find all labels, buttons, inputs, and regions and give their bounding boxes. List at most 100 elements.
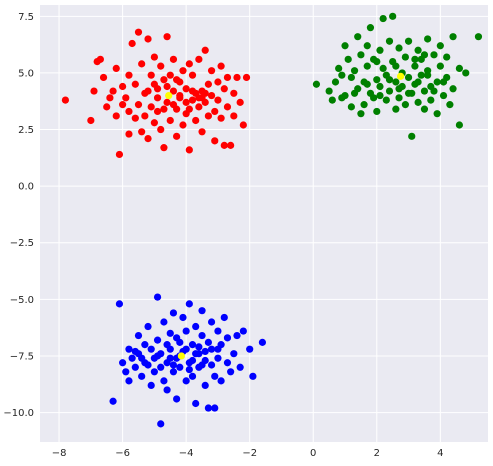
data-point-blue [185,365,193,374]
data-point-blue [150,368,158,376]
data-point-red [230,89,238,97]
data-point-green [455,64,464,72]
data-point-green [436,62,444,70]
data-point-red [227,141,235,149]
y-axis-ticks: 7.5 5.0 2.5 0.0 −2.5 −5.0 −7.5 −10.0 [3,12,34,419]
data-point-green [455,121,464,129]
data-point-blue [141,341,149,349]
data-point-green [373,107,381,116]
data-point-red [115,150,124,159]
data-point-green [347,73,355,82]
data-point-red [138,60,146,68]
data-point-red [185,146,193,154]
data-point-blue [214,345,222,353]
data-point-blue [207,318,216,326]
data-point-green [341,42,349,50]
data-point-blue [204,404,212,412]
data-point-green [344,55,352,63]
x-tick-label: −6 [115,448,130,459]
data-point-blue [147,345,155,353]
data-point-green [373,58,381,66]
data-point-green [404,89,413,97]
data-point-green [408,132,416,140]
data-point-green [385,37,394,45]
data-points [61,12,483,428]
x-tick-label: 4 [437,448,443,459]
data-point-blue [182,345,190,353]
data-point-red [163,98,171,106]
data-point-red [134,28,143,36]
data-point-red [195,55,203,63]
data-point-green [411,62,419,70]
x-axis-ticks: −8 −6 −4 −2 0 2 4 [52,448,444,459]
data-point-red [163,33,171,41]
data-point-red [198,128,206,136]
data-point-red [223,73,232,82]
data-point-blue [192,399,200,408]
data-point-red [220,141,228,149]
data-point-blue [147,381,155,389]
x-tick-label: −8 [52,448,67,459]
data-point-red [157,125,165,134]
data-point-blue [217,377,225,385]
data-point-red [188,71,197,79]
data-point-green [433,78,441,86]
data-point-red [220,85,228,93]
data-point-green [392,62,400,70]
data-point-blue [198,331,206,340]
data-point-red [150,119,158,127]
data-point-red [144,134,152,143]
y-tick-label: −7.5 [10,351,34,362]
data-point-red [134,101,143,109]
data-point-red [201,46,209,54]
data-point-red [192,116,200,125]
data-point-green [427,96,435,104]
data-point-green [373,76,381,84]
y-tick-label: −5.0 [10,295,34,306]
data-point-green [404,37,413,45]
data-point-red [173,132,181,140]
data-point-blue [207,345,216,353]
data-point-blue [125,377,133,385]
data-point-red [169,55,178,63]
data-point-blue [115,300,124,308]
plot-background [40,5,488,442]
data-point-red [150,53,158,61]
data-point-green [357,51,365,59]
data-point-red [223,103,232,111]
data-point-red [160,144,168,152]
data-point-red [236,98,244,106]
data-point-green [401,53,409,61]
data-point-blue [239,327,247,335]
data-point-blue [246,345,254,353]
data-point-green [350,67,359,75]
data-point-blue [204,338,212,346]
data-point-green [401,101,409,109]
data-point-red [207,67,216,75]
data-point-blue [157,420,165,428]
centroid-marker [177,352,185,360]
data-point-red [138,128,146,136]
data-point-green [414,98,422,106]
data-point-red [185,60,193,68]
data-point-blue [153,293,162,301]
data-point-green [389,12,397,20]
data-point-blue [166,354,174,362]
data-point-red [90,87,98,95]
data-point-green [414,46,422,54]
data-point-blue [207,361,216,369]
data-point-green [379,64,387,72]
data-point-blue [173,395,181,403]
data-point-red [147,103,155,111]
data-point-blue [198,307,206,315]
data-point-red [150,80,158,88]
data-point-red [125,130,133,138]
data-point-red [239,121,247,129]
data-point-green [439,78,448,86]
data-point-red [179,67,187,75]
data-point-green [382,96,390,104]
data-point-blue [198,361,206,369]
x-tick-label: 2 [374,448,380,459]
